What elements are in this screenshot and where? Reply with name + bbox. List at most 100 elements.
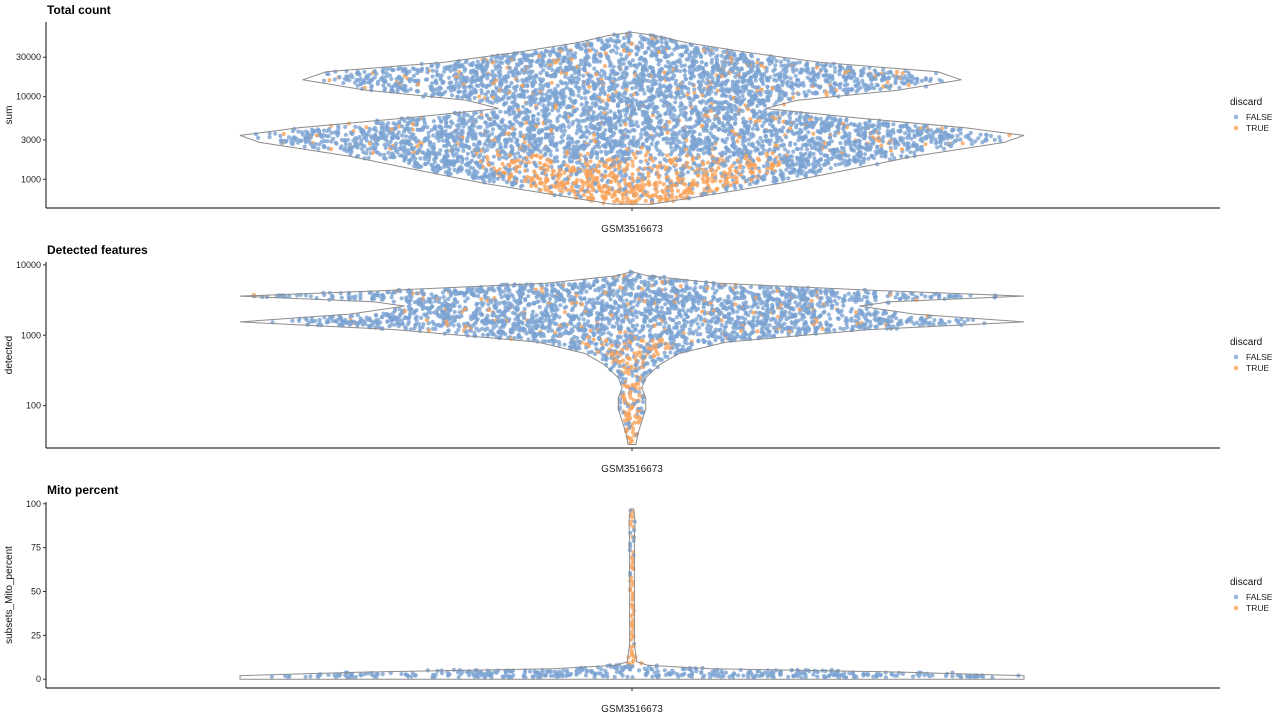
cell-point xyxy=(535,117,540,122)
cell-point xyxy=(796,92,801,97)
cell-point xyxy=(326,134,331,139)
cell-point xyxy=(705,128,710,133)
cell-point xyxy=(461,124,466,129)
cell-point xyxy=(668,93,673,98)
cell-point xyxy=(891,73,896,78)
cell-point xyxy=(490,127,495,132)
cell-point xyxy=(830,77,835,82)
cell-point xyxy=(579,113,584,118)
cell-point xyxy=(777,116,782,121)
cell-point xyxy=(325,128,330,133)
cell-point xyxy=(626,35,631,41)
cell-point xyxy=(746,70,751,75)
cell-point xyxy=(407,135,412,140)
cell-point xyxy=(673,124,678,129)
cell-point xyxy=(949,135,954,140)
cell-point xyxy=(437,151,442,156)
cell-point xyxy=(347,78,352,83)
cell-point xyxy=(667,46,672,51)
cell-point xyxy=(774,58,779,64)
cell-point xyxy=(477,99,482,104)
cell-point xyxy=(364,132,369,137)
cell-point xyxy=(461,148,466,153)
cell-point xyxy=(795,77,800,82)
cell-point xyxy=(373,145,378,150)
cell-point xyxy=(343,124,348,129)
cell-point xyxy=(679,112,684,117)
cell-point xyxy=(973,139,978,144)
cell-point xyxy=(676,114,681,120)
cell-point xyxy=(656,58,662,64)
cell-point xyxy=(570,80,575,85)
cell-point xyxy=(851,122,856,127)
cell-point xyxy=(367,80,372,85)
cell-point xyxy=(664,101,669,106)
cell-point xyxy=(832,65,838,70)
cell-point xyxy=(623,113,628,118)
cell-point xyxy=(716,119,722,124)
cell-point xyxy=(568,113,574,118)
cell-point xyxy=(658,84,664,90)
cell-point xyxy=(546,164,551,169)
cell-point xyxy=(542,147,547,152)
cell-point xyxy=(267,135,272,140)
cell-point xyxy=(677,104,683,109)
cell-point xyxy=(294,136,299,141)
cell-point xyxy=(810,66,816,71)
cell-point xyxy=(772,77,777,82)
cell-point xyxy=(834,155,839,160)
cell-point xyxy=(446,85,451,90)
cell-point xyxy=(497,69,503,74)
cell-point xyxy=(646,88,651,93)
cell-point xyxy=(741,80,746,85)
cell-point xyxy=(479,115,484,120)
cell-point xyxy=(472,90,477,95)
cell-point xyxy=(723,88,729,93)
cell-point xyxy=(893,81,898,86)
cell-point xyxy=(594,59,600,64)
cell-point xyxy=(829,156,834,162)
cell-point xyxy=(565,136,571,141)
cell-point xyxy=(485,157,490,162)
cell-point xyxy=(711,51,716,56)
cell-point xyxy=(721,139,726,144)
cell-point xyxy=(611,48,616,53)
cell-point xyxy=(375,81,380,87)
cell-point xyxy=(343,142,349,147)
cell-point xyxy=(572,67,577,72)
cell-point xyxy=(799,70,804,75)
cell-point xyxy=(572,55,578,60)
cell-point xyxy=(984,136,989,141)
cell-point xyxy=(717,126,722,131)
cell-point xyxy=(877,138,882,143)
cell-point xyxy=(539,64,544,69)
cell-point xyxy=(867,86,872,91)
cell-point xyxy=(891,122,896,127)
cell-point xyxy=(667,77,672,82)
cell-point xyxy=(736,84,741,90)
cell-point xyxy=(632,69,638,74)
cell-point xyxy=(357,72,362,77)
cell-point xyxy=(384,66,390,72)
cell-point xyxy=(661,103,666,108)
cell-point xyxy=(698,111,703,116)
cell-point xyxy=(687,96,693,101)
cell-point xyxy=(510,93,515,98)
cell-point xyxy=(750,143,755,148)
y-tick-label: 30000 xyxy=(16,52,41,62)
cell-point xyxy=(521,134,526,139)
cell-point xyxy=(669,52,675,57)
cell-point xyxy=(632,77,637,82)
cell-point xyxy=(256,135,261,140)
cell-point xyxy=(864,142,869,147)
cell-point xyxy=(706,46,711,51)
cell-point xyxy=(509,80,514,86)
cell-point xyxy=(811,131,816,136)
cell-point xyxy=(896,142,901,147)
cell-point xyxy=(490,131,495,136)
cell-point xyxy=(662,70,667,75)
cell-point xyxy=(389,76,394,82)
cell-point xyxy=(671,61,677,66)
cell-point xyxy=(634,65,639,70)
cell-point xyxy=(501,132,506,137)
